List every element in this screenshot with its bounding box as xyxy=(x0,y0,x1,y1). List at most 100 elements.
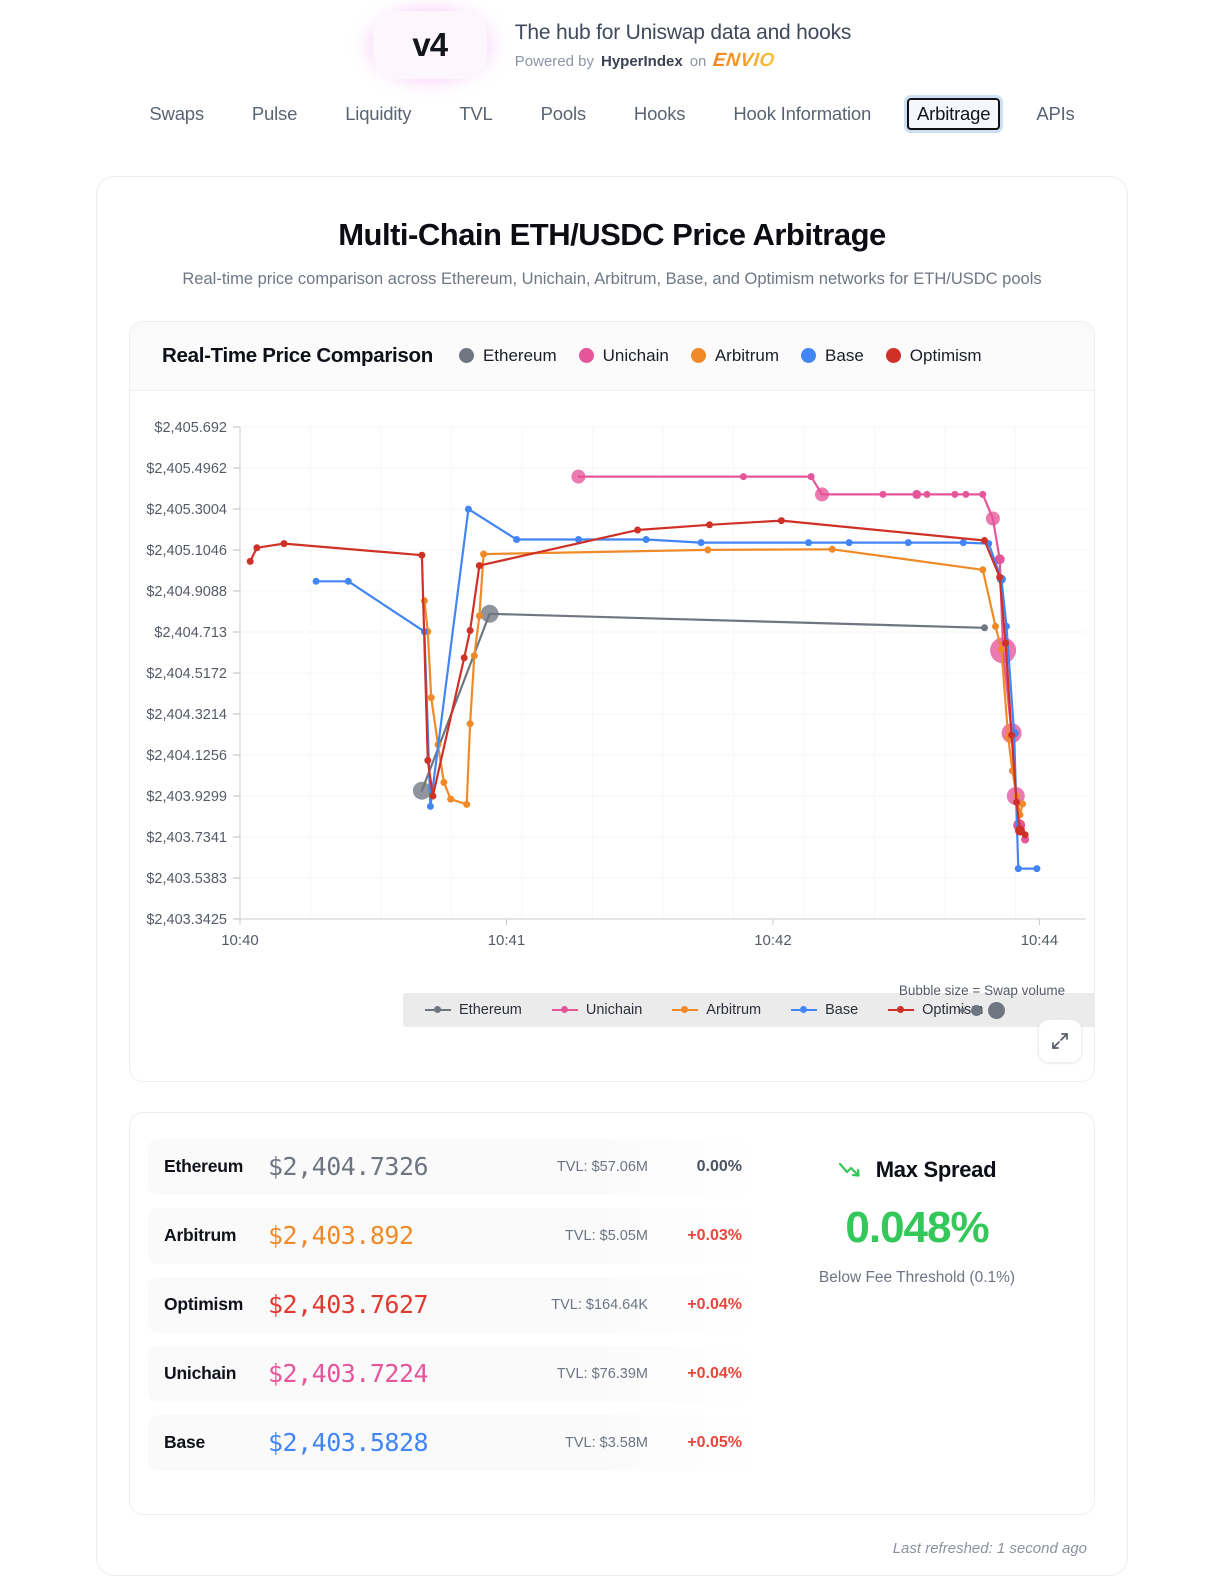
table-row[interactable]: Optimism $2,403.7627 TVL: $164.64K +0.04… xyxy=(148,1276,758,1333)
data-point[interactable] xyxy=(480,604,499,623)
series-arbitrum[interactable] xyxy=(420,545,1027,818)
table-row[interactable]: Unichain $2,403.7224 TVL: $76.39M +0.04% xyxy=(148,1345,758,1402)
nav-item-hook-information[interactable]: Hook Information xyxy=(709,98,895,130)
data-point[interactable] xyxy=(845,538,853,546)
data-point[interactable] xyxy=(1013,798,1021,806)
v4-logo[interactable]: v4 xyxy=(358,1,501,89)
nav-item-apis[interactable]: APIs xyxy=(1012,98,1098,130)
nav-item-liquidity[interactable]: Liquidity xyxy=(321,98,435,130)
data-point[interactable] xyxy=(344,577,352,585)
powered-by-label: Powered by xyxy=(514,53,594,71)
data-point[interactable] xyxy=(1014,864,1022,872)
data-point[interactable] xyxy=(992,622,999,630)
data-point[interactable] xyxy=(480,550,488,558)
data-point[interactable] xyxy=(429,792,437,800)
nav-item-hooks[interactable]: Hooks xyxy=(610,98,709,130)
data-point[interactable] xyxy=(997,645,1005,653)
nav-item-swaps[interactable]: Swaps xyxy=(125,98,228,130)
legend-item-ethereum[interactable]: Ethereum xyxy=(458,346,557,366)
y-axis-tick-label: $2,404.5172 xyxy=(146,666,227,682)
nav-item-arbitrage[interactable]: Arbitrage xyxy=(904,95,1004,133)
nav-item-pools[interactable]: Pools xyxy=(517,98,610,130)
data-point[interactable] xyxy=(420,596,428,604)
data-point[interactable] xyxy=(985,511,1000,526)
bottom-legend-item-optimism[interactable]: Optimism xyxy=(888,1002,983,1018)
bottom-legend-item-ethereum[interactable]: Ethereum xyxy=(425,1002,522,1018)
table-row[interactable]: Ethereum $2,404.7326 TVL: $57.06M 0.00% xyxy=(148,1138,758,1195)
data-point[interactable] xyxy=(979,565,987,573)
data-point[interactable] xyxy=(463,800,471,808)
data-point[interactable] xyxy=(994,553,1005,564)
data-point[interactable] xyxy=(981,536,988,544)
data-point[interactable] xyxy=(807,472,815,480)
legend-item-optimism[interactable]: Optimism xyxy=(885,346,982,366)
data-point[interactable] xyxy=(466,719,474,727)
data-point[interactable] xyxy=(951,490,959,498)
data-point[interactable] xyxy=(475,561,483,569)
data-point[interactable] xyxy=(1021,830,1029,838)
table-row[interactable]: Arbitrum $2,403.892 TVL: $5.05M +0.03% xyxy=(148,1207,758,1264)
data-point[interactable] xyxy=(412,781,431,800)
data-point[interactable] xyxy=(777,516,785,524)
table-row[interactable]: Base $2,403.5828 TVL: $3.58M +0.05% xyxy=(148,1414,758,1471)
bottom-legend-item-unichain[interactable]: Unichain xyxy=(551,1002,642,1018)
data-point[interactable] xyxy=(706,520,713,528)
data-point[interactable] xyxy=(280,539,288,547)
legend-item-unichain[interactable]: Unichain xyxy=(578,346,669,366)
data-point[interactable] xyxy=(704,545,712,553)
series-optimism[interactable] xyxy=(246,516,1029,838)
data-point[interactable] xyxy=(996,573,1004,581)
expand-chart-button[interactable] xyxy=(1038,1018,1082,1063)
data-point[interactable] xyxy=(424,756,432,764)
data-point[interactable] xyxy=(253,543,261,551)
data-point[interactable] xyxy=(962,490,970,498)
data-point[interactable] xyxy=(464,505,472,513)
price-line-chart[interactable]: $2,405.692 $2,405.4962 $2,405.3004 $2,405.1… xyxy=(130,403,1095,983)
data-point[interactable] xyxy=(1008,731,1016,739)
data-point[interactable] xyxy=(475,611,483,619)
data-point[interactable] xyxy=(815,486,829,501)
data-point[interactable] xyxy=(513,535,521,543)
max-spread-value: 0.048% xyxy=(845,1202,989,1252)
data-point[interactable] xyxy=(418,551,426,559)
nav-item-tvl[interactable]: TVL xyxy=(435,98,516,130)
data-point[interactable] xyxy=(460,653,468,661)
series-unichain[interactable] xyxy=(571,469,1030,844)
data-point[interactable] xyxy=(642,535,650,543)
data-point[interactable] xyxy=(634,526,642,534)
data-point[interactable] xyxy=(923,490,931,498)
data-point[interactable] xyxy=(246,557,254,565)
data-point[interactable] xyxy=(440,778,448,786)
data-point[interactable] xyxy=(1019,799,1027,807)
legend-item-base[interactable]: Base xyxy=(801,346,864,366)
legend-item-arbitrum[interactable]: Arbitrum xyxy=(690,346,779,366)
data-point[interactable] xyxy=(427,693,435,701)
row-delta: 0.00% xyxy=(696,1157,742,1175)
chart-plot-area[interactable]: $2,405.692 $2,405.4962 $2,405.3004 $2,405.1… xyxy=(130,390,1095,1081)
data-point[interactable] xyxy=(1002,639,1010,647)
data-point[interactable] xyxy=(739,472,747,480)
data-point[interactable] xyxy=(571,469,586,484)
data-point[interactable] xyxy=(447,795,455,803)
data-point[interactable] xyxy=(805,538,812,546)
data-point[interactable] xyxy=(828,545,836,553)
on-label: on xyxy=(689,53,707,71)
data-point[interactable] xyxy=(697,538,705,546)
data-point[interactable] xyxy=(979,490,987,498)
data-point[interactable] xyxy=(912,489,922,499)
data-point[interactable] xyxy=(312,577,320,585)
bottom-legend-item-arbitrum[interactable]: Arbitrum xyxy=(672,1002,761,1018)
data-point[interactable] xyxy=(574,535,582,543)
data-point[interactable] xyxy=(981,623,988,631)
series-ethereum[interactable] xyxy=(412,604,988,800)
data-point[interactable] xyxy=(470,651,478,659)
data-point[interactable] xyxy=(1033,864,1041,872)
bottom-legend-item-base[interactable]: Base xyxy=(791,1002,858,1018)
data-point[interactable] xyxy=(904,538,912,546)
data-point[interactable] xyxy=(959,538,967,546)
data-point[interactable] xyxy=(466,626,474,634)
nav-item-pulse[interactable]: Pulse xyxy=(228,98,321,130)
y-axis-tick-label: $2,405.4962 xyxy=(146,461,227,477)
data-point[interactable] xyxy=(426,802,434,810)
data-point[interactable] xyxy=(879,490,887,498)
